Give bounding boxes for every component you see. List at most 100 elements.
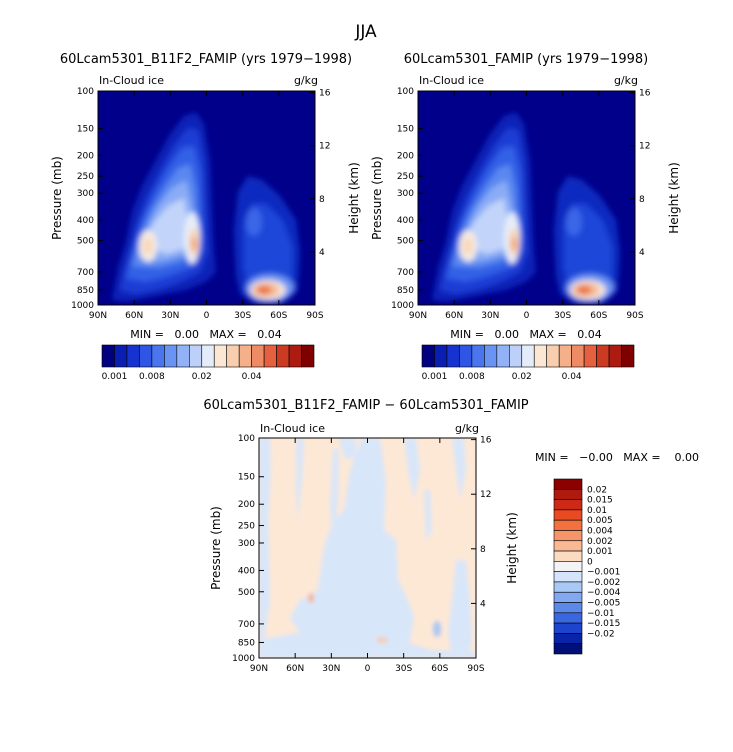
colorbar-swatch <box>553 519 583 531</box>
colorbar-label: −0.001 <box>587 568 620 578</box>
field-label: In-Cloud ice <box>260 422 325 435</box>
colorbar-swatch <box>471 344 485 368</box>
colorbar-label: 0.004 <box>587 526 613 536</box>
y-tick-label: 150 <box>238 473 255 483</box>
colorbar-label: 0.002 <box>587 537 613 547</box>
colorbar-swatch <box>553 550 583 562</box>
colorbar-swatch <box>446 344 460 368</box>
x-tick-label: 90N <box>89 311 107 321</box>
colorbar-swatch <box>188 344 203 368</box>
colorbar-swatch <box>276 344 290 368</box>
y-axis-label-right: Height (km) <box>505 512 519 583</box>
colorbar-label: −0.015 <box>587 619 620 629</box>
colorbar-label: −0.002 <box>587 578 620 588</box>
x-tick-label: 30S <box>234 311 251 321</box>
y-tick-label: 100 <box>77 87 94 97</box>
min-max-stats: MIN = 0.00 MAX = 0.04 <box>450 328 601 341</box>
colorbar-swatch <box>226 344 240 368</box>
colorbar-swatch <box>434 344 448 368</box>
y-right-tick-label: 12 <box>480 490 491 500</box>
x-tick-label: 0 <box>524 311 530 321</box>
x-tick-label: 60N <box>445 311 463 321</box>
panel-top-left: 60Lcam5301_B11F2_FAMIP (yrs 1979−1998) I… <box>50 52 361 382</box>
units-label: g/kg <box>614 74 638 87</box>
x-tick-label: 90S <box>306 311 323 321</box>
y-right-tick-label: 16 <box>480 436 492 446</box>
panel-difference: 60Lcam5301_B11F2_FAMIP − 60Lcam5301_FAMI… <box>203 398 699 674</box>
y-tick-label: 1000 <box>391 301 414 311</box>
colorbar-swatch <box>176 344 190 368</box>
colorbar-swatch <box>251 344 265 368</box>
y-right-tick-label: 16 <box>639 89 651 99</box>
y-axis-label-right: Height (km) <box>347 162 361 233</box>
panel-title: 60Lcam5301_B11F2_FAMIP (yrs 1979−1998) <box>60 52 352 67</box>
colorbar-label: 0.005 <box>587 516 613 526</box>
y-tick-label: 400 <box>238 566 255 576</box>
y-right-tick-label: 8 <box>639 195 645 205</box>
y-tick-label: 150 <box>77 125 94 135</box>
colorbar-swatch <box>553 612 583 624</box>
y-tick-label: 500 <box>238 588 255 598</box>
colorbar-swatch <box>101 344 115 368</box>
x-tick-label: 60N <box>286 664 304 674</box>
figure-title: JJA <box>354 22 377 42</box>
min-max-stats: MIN = 0.00 MAX = 0.04 <box>130 328 281 341</box>
colorbar-swatch <box>114 344 128 368</box>
contour-field <box>259 438 476 658</box>
colorbar-label: 0.04 <box>562 372 582 382</box>
x-tick-label: 90S <box>467 664 484 674</box>
y-tick-label: 850 <box>238 638 255 648</box>
y-tick-label: 250 <box>397 172 414 182</box>
y-tick-label: 400 <box>397 216 414 226</box>
x-tick-label: 60S <box>590 311 607 321</box>
units-label: g/kg <box>294 74 318 87</box>
colorbar-label: 0.001 <box>587 547 613 557</box>
colorbar-label: −0.005 <box>587 599 620 609</box>
x-tick-label: 30S <box>395 664 412 674</box>
y-tick-label: 850 <box>77 286 94 296</box>
x-tick-label: 30S <box>554 311 571 321</box>
colorbar-label: 0.02 <box>192 372 212 382</box>
colorbar-swatch <box>553 509 583 521</box>
colorbar-swatch <box>553 581 583 593</box>
colorbar-swatch <box>459 344 473 368</box>
colorbar-swatch <box>621 344 635 368</box>
x-tick-label: 60S <box>270 311 287 321</box>
colorbar-swatch <box>213 344 228 368</box>
y-right-tick-label: 12 <box>639 142 650 152</box>
panel-title: 60Lcam5301_FAMIP (yrs 1979−1998) <box>404 52 649 67</box>
colorbar-swatch <box>546 344 560 368</box>
colorbar-swatch <box>201 344 215 368</box>
colorbar-swatch <box>164 344 178 368</box>
colorbar-swatch <box>139 344 153 368</box>
colorbar-swatch <box>238 344 252 368</box>
y-tick-label: 1000 <box>232 654 255 664</box>
colorbar-label: 0.02 <box>587 485 607 495</box>
colorbar-swatch <box>553 488 583 500</box>
y-tick-label: 250 <box>77 172 94 182</box>
y-tick-label: 200 <box>77 151 94 161</box>
y-tick-label: 300 <box>238 539 255 549</box>
y-right-tick-label: 16 <box>319 89 331 99</box>
colorbar-swatch <box>288 344 302 368</box>
colorbar-swatch <box>558 344 572 368</box>
colorbar-swatch <box>533 344 548 368</box>
colorbar-label: 0.01 <box>587 506 607 516</box>
y-axis-label-right: Height (km) <box>667 162 681 233</box>
x-tick-label: 90S <box>626 311 643 321</box>
y-tick-label: 700 <box>238 620 255 630</box>
y-right-tick-label: 4 <box>639 248 645 258</box>
contour-field <box>98 91 315 305</box>
colorbar-label: −0.02 <box>587 629 615 639</box>
colorbar-swatch <box>553 622 583 634</box>
colorbar-swatch <box>596 344 610 368</box>
y-tick-label: 200 <box>397 151 414 161</box>
colorbar-label: 0.008 <box>459 372 485 382</box>
colorbar-swatch <box>521 344 535 368</box>
y-axis-label: Pressure (mb) <box>50 156 64 240</box>
min-max-stats: MIN = −0.00 MAX = 0.00 <box>535 451 699 464</box>
x-tick-label: 60N <box>125 311 143 321</box>
y-tick-label: 850 <box>397 286 414 296</box>
